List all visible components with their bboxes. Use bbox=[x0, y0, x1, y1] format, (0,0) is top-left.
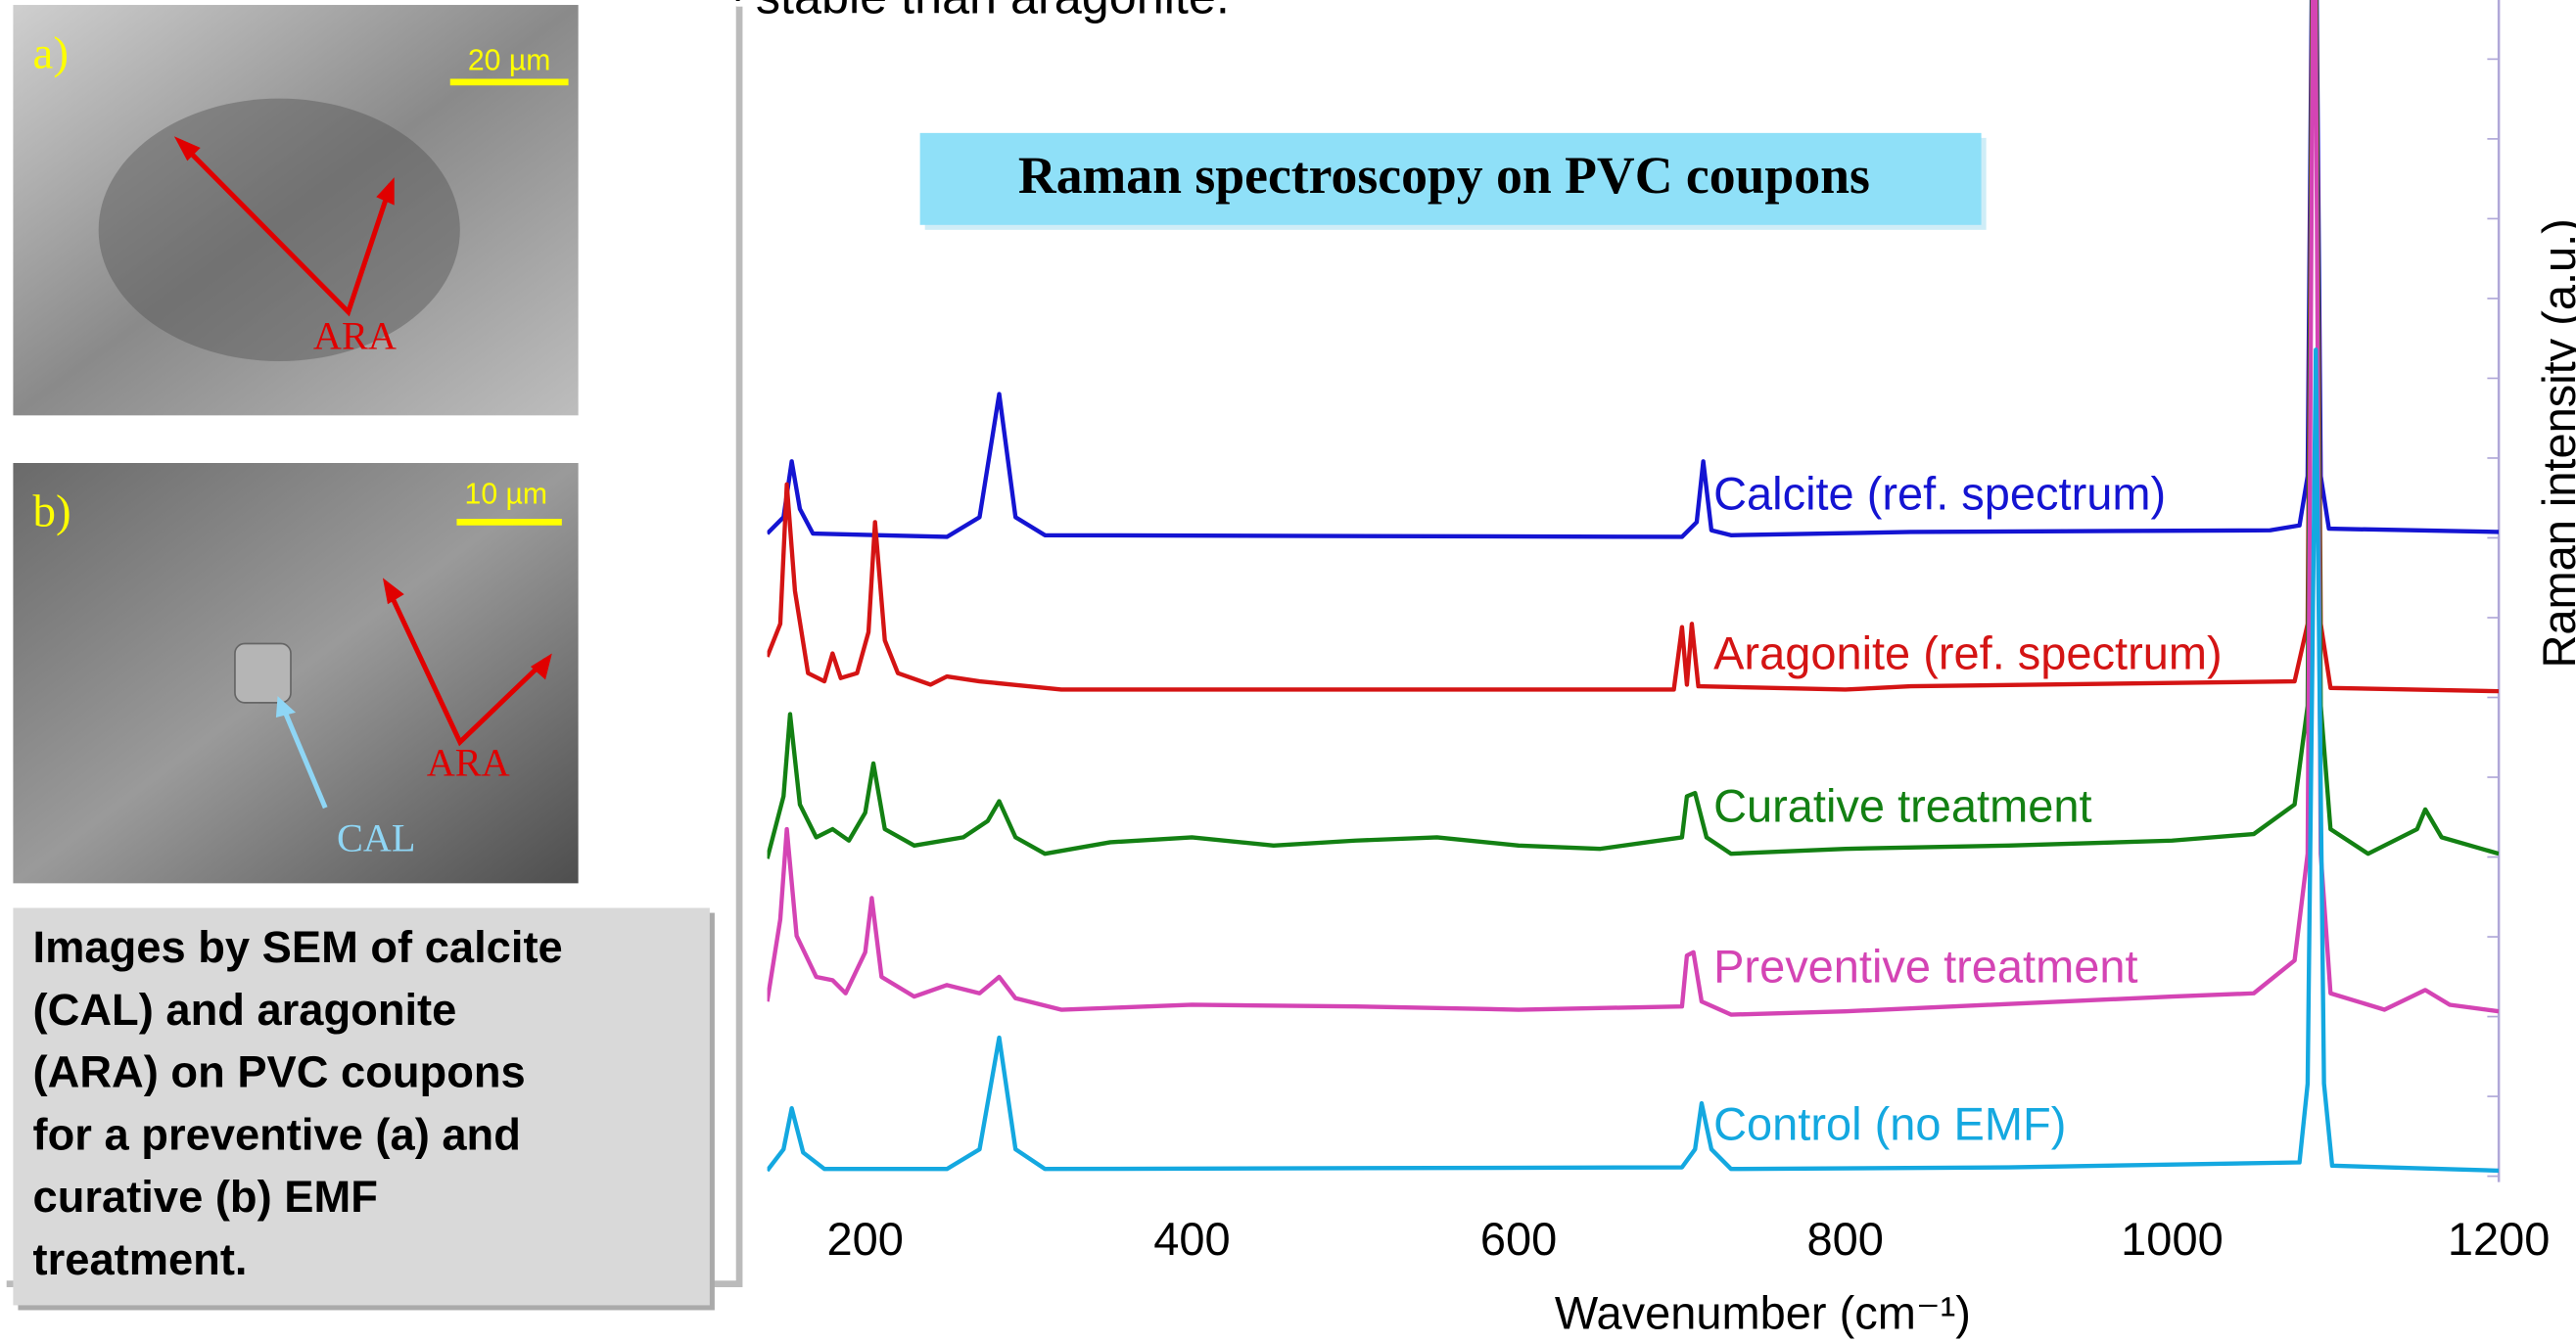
caption: Images by SEM of calcite (CAL) and aragon… bbox=[33, 922, 563, 1284]
x-tick-label: 1000 bbox=[2121, 1213, 2224, 1265]
axis-ticks bbox=[2487, 58, 2500, 1178]
panel-label: b) bbox=[33, 486, 71, 536]
spectrum-line bbox=[767, 0, 2500, 1017]
sem-label: CAL bbox=[337, 816, 416, 860]
sem-texture bbox=[98, 98, 460, 361]
sem-label: ARA bbox=[313, 313, 397, 357]
spectrum-line bbox=[767, 0, 2500, 539]
arrowhead bbox=[173, 136, 201, 162]
panel-label: a) bbox=[33, 27, 70, 78]
x-tick-label: 800 bbox=[1807, 1213, 1884, 1265]
chart-title: Raman spectroscopy on PVC coupons bbox=[1018, 146, 1870, 205]
arrow bbox=[385, 586, 547, 747]
series-label: Preventive treatment bbox=[1713, 941, 2137, 993]
chart-title-box bbox=[919, 132, 1982, 225]
caption-line: treatment. bbox=[33, 1234, 248, 1284]
series-label: Calcite (ref. spectrum) bbox=[1713, 468, 2166, 520]
slide-title: re stable than aragonite. bbox=[698, 0, 1230, 23]
series-label: Aragonite (ref. spectrum) bbox=[1713, 626, 2223, 678]
x-axis-label: Wavenumber (cm⁻¹) bbox=[1555, 1287, 1971, 1339]
arrow bbox=[280, 705, 328, 810]
sem-image-b bbox=[13, 462, 579, 884]
caption-line: (CAL) and aragonite bbox=[33, 985, 457, 1035]
caption-line: for a preventive (a) and bbox=[33, 1109, 521, 1159]
series-label: Curative treatment bbox=[1713, 779, 2091, 831]
x-tick-label: 200 bbox=[827, 1213, 904, 1265]
arrowhead bbox=[530, 653, 552, 680]
x-tick-label: 600 bbox=[1480, 1213, 1557, 1265]
caption-line: Images by SEM of calcite bbox=[33, 922, 563, 972]
x-tick-label: 400 bbox=[1153, 1213, 1230, 1265]
caption-box bbox=[13, 907, 710, 1306]
spectrum-line bbox=[767, 0, 2500, 694]
sem-image-a bbox=[13, 5, 579, 416]
spectrum-line bbox=[767, 347, 2500, 1174]
sem-label: ARA bbox=[427, 741, 510, 785]
y-axis-label: Raman intensity (a.u.) bbox=[2533, 218, 2576, 668]
scale-label: 10 µm bbox=[465, 479, 548, 511]
sem-texture bbox=[234, 642, 292, 704]
spectrum-line bbox=[767, 0, 2500, 859]
x-tick-label: 1200 bbox=[2448, 1213, 2551, 1265]
plot-area bbox=[767, 0, 2500, 1174]
arrowhead bbox=[382, 578, 404, 605]
series-label: Control (no EMF) bbox=[1713, 1098, 2066, 1150]
arrow bbox=[178, 141, 394, 317]
arrowhead bbox=[376, 177, 395, 206]
arrowhead bbox=[275, 696, 297, 718]
scale-label: 20 µm bbox=[468, 45, 551, 77]
caption-line: (ARA) on PVC coupons bbox=[33, 1047, 526, 1097]
caption-line: curative (b) EMF bbox=[33, 1172, 378, 1222]
